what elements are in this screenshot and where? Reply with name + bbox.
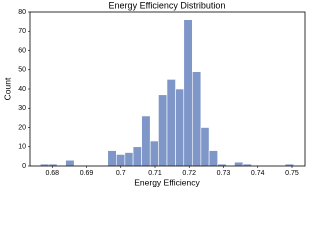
x-tick-label: 0.71 [148,170,162,177]
bar [234,161,244,167]
x-tick-label: 0.75 [285,170,299,177]
x-tick-label: 0.69 [80,170,94,177]
y-tick-label: 10 [18,144,26,151]
y-tick-label: 20 [18,124,26,131]
y-tick-label: 80 [18,9,26,16]
y-axis-label: Count [2,77,12,100]
x-tick-label: 0.73 [217,170,231,177]
bar [141,115,151,167]
bar [200,127,210,167]
bar [65,159,75,167]
bar [208,150,218,167]
x-axis-label: Energy Efficiency [134,177,200,187]
bar [158,94,168,167]
x-tick-label: 0.74 [251,170,265,177]
y-tick-label: 70 [18,28,26,35]
bar [124,152,134,167]
chart-title: Energy Efficiency Distribution [109,0,226,10]
y-tick-label: 50 [18,67,26,74]
bar [183,19,193,167]
y-tick-label: 0 [22,163,26,170]
bar [192,71,202,167]
y-tick-label: 40 [18,86,26,93]
x-tick-label: 0.68 [45,170,59,177]
chart: Energy Efficiency Distribution Energy Ef… [2,0,306,187]
bar [132,146,142,167]
bar [149,140,159,167]
bar [175,88,185,167]
x-tick-label: 0.7 [116,170,126,177]
x-tick-label: 0.72 [182,170,196,177]
bar [116,154,126,167]
bar [166,79,176,167]
y-tick-label: 60 [18,47,26,54]
y-tick-label: 30 [18,105,26,112]
bar [107,150,117,167]
